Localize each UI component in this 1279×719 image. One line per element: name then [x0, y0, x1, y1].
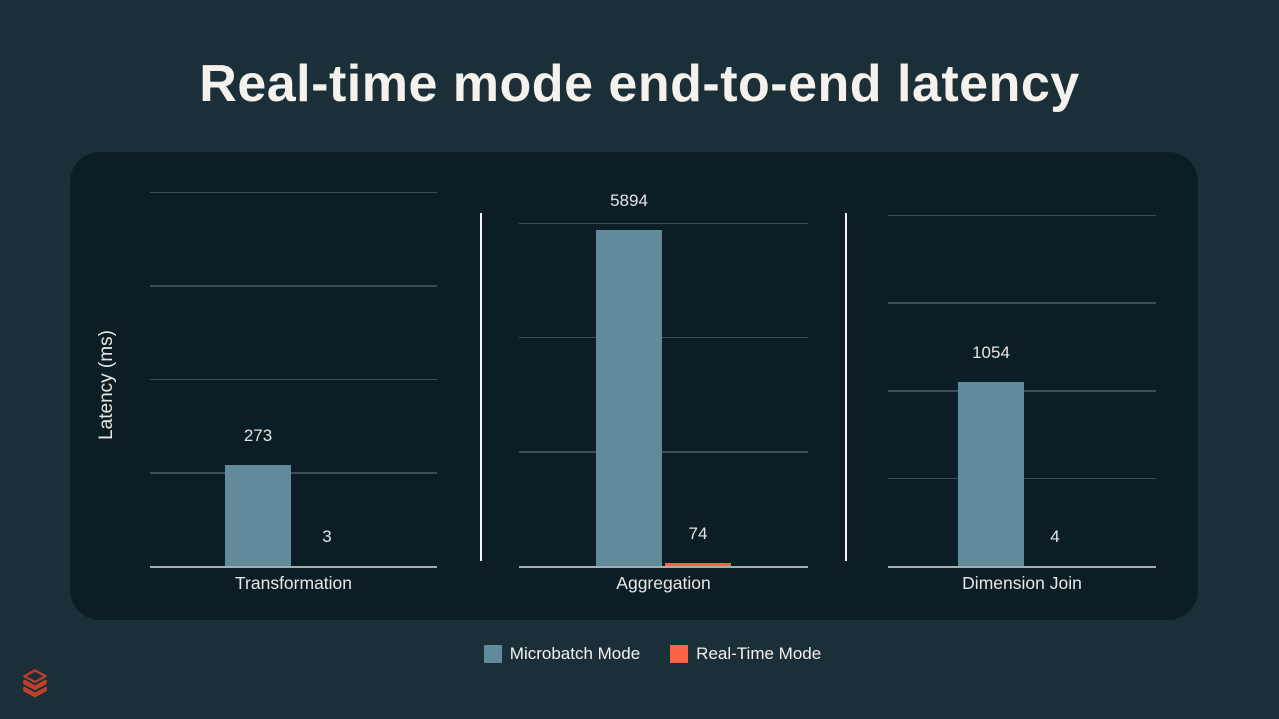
value-label: 74 — [688, 523, 708, 543]
value-label: 273 — [243, 425, 273, 445]
panel-divider — [845, 213, 847, 561]
legend-item-realtime: Real-Time Mode — [670, 644, 821, 664]
panel-aggregation: Aggregation 5894 74 — [519, 152, 808, 593]
value-label: 4 — [1050, 526, 1060, 546]
value-label: 5894 — [610, 191, 648, 211]
category-label: Aggregation — [616, 573, 711, 593]
x-axis-line — [150, 566, 437, 568]
bar-microbatch-mode — [958, 382, 1024, 567]
gridline — [150, 378, 437, 380]
gridline — [150, 285, 437, 287]
y-axis-title: Latency (ms) — [96, 330, 117, 440]
gridline — [888, 214, 1156, 216]
panel-transformation: Transformation 273 3 — [150, 152, 437, 593]
chart-title: Real-time mode end-to-end latency — [199, 55, 1080, 113]
gridline — [150, 191, 437, 193]
x-axis-line — [888, 566, 1156, 568]
gridline — [519, 222, 808, 224]
chart-card: Latency (ms) Transformation 273 3 Aggrega… — [70, 152, 1198, 620]
databricks-stacked-layers-icon — [23, 669, 47, 698]
category-label: Transformation — [234, 573, 353, 593]
x-axis-line — [519, 566, 808, 568]
legend: Microbatch Mode Real-Time Mode — [13, 644, 1279, 664]
value-label: 1054 — [972, 343, 1010, 363]
bar-microbatch-mode — [225, 464, 291, 567]
gridline — [888, 302, 1156, 304]
legend-label: Real-Time Mode — [696, 644, 822, 663]
bar-real-time-mode — [665, 562, 731, 567]
panel-dimension-join: Dimension Join 1054 4 — [888, 152, 1156, 593]
realtime-swatch-icon — [670, 645, 689, 663]
category-label: Dimension Join — [962, 573, 1082, 593]
microbatch-swatch-icon — [483, 645, 502, 663]
gridline — [519, 451, 808, 453]
legend-label: Microbatch Mode — [509, 644, 641, 663]
gridline — [519, 336, 808, 339]
legend-item-microbatch: Microbatch Mode — [483, 644, 641, 664]
value-label: 3 — [322, 526, 332, 546]
bar-microbatch-mode — [596, 230, 662, 567]
panel-divider — [480, 213, 482, 561]
gridline — [150, 472, 437, 474]
